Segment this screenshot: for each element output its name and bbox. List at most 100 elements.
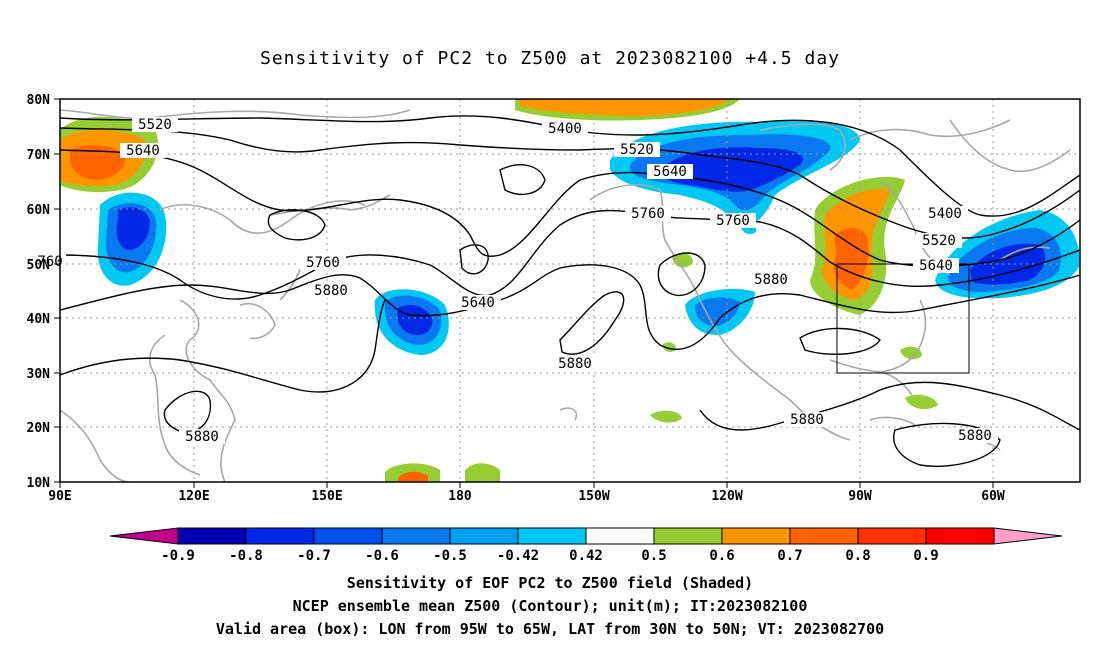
colorbar-label: -0.8 bbox=[229, 548, 263, 564]
shade-positive bbox=[672, 253, 693, 268]
svg-text:5880: 5880 bbox=[958, 428, 992, 444]
lat-label: 60N bbox=[27, 203, 51, 218]
shade-positive bbox=[465, 463, 500, 482]
colorbar-label: -0.9 bbox=[161, 548, 195, 564]
colorbar-label: 0.8 bbox=[845, 548, 870, 564]
colorbar-segment bbox=[721, 527, 791, 545]
colorbar-arrow-high bbox=[993, 527, 1063, 545]
map-frame bbox=[59, 98, 1081, 483]
contour-label: 5880 bbox=[552, 356, 598, 372]
longitude-labels: 90E 120E 150E 180 150W 120W 90W 60W bbox=[48, 489, 1005, 504]
map-title: Sensitivity of PC2 to Z500 at 2023082100… bbox=[259, 48, 840, 69]
colorbar-segment bbox=[789, 527, 859, 545]
caption-shading: Sensitivity of EOF PC2 to Z500 field (Sh… bbox=[346, 574, 754, 592]
shade-negative bbox=[116, 207, 150, 250]
lat-label: 10N bbox=[27, 476, 51, 491]
lon-label: 120E bbox=[178, 489, 209, 504]
shade-positive bbox=[70, 145, 126, 180]
svg-text:5880: 5880 bbox=[314, 283, 348, 299]
colorbar-segment bbox=[585, 527, 655, 545]
graticule bbox=[60, 99, 1080, 482]
lat-label: 30N bbox=[27, 367, 51, 382]
colorbar-segment bbox=[449, 527, 519, 545]
contour-label: 5640 bbox=[120, 143, 166, 159]
svg-text:5520: 5520 bbox=[922, 233, 956, 249]
contour-label: 5760 bbox=[300, 255, 346, 271]
svg-text:5400: 5400 bbox=[548, 121, 582, 137]
colorbar-label: 0.6 bbox=[709, 548, 734, 564]
lon-label: 150W bbox=[578, 489, 609, 504]
lon-label: 90W bbox=[848, 489, 872, 504]
shade-negative bbox=[660, 147, 804, 192]
contour-label: 5880 bbox=[952, 428, 998, 444]
svg-text:5880: 5880 bbox=[790, 412, 824, 428]
contour-label: 5520 bbox=[132, 117, 178, 133]
colorbar-segment bbox=[245, 527, 315, 545]
lat-label: 20N bbox=[27, 421, 51, 436]
svg-text:5880: 5880 bbox=[558, 356, 592, 372]
shade-positive bbox=[398, 471, 428, 482]
contour-label: 5400 bbox=[542, 121, 588, 137]
svg-text:5640: 5640 bbox=[461, 295, 495, 311]
contour-label: 5520 bbox=[916, 233, 962, 249]
shade-positive bbox=[900, 346, 922, 360]
valid-area-box bbox=[836, 263, 970, 374]
lon-label: 60W bbox=[981, 489, 1005, 504]
svg-text:5760: 5760 bbox=[631, 206, 665, 222]
colorbar-segment bbox=[653, 527, 723, 545]
contour-label: 5640 bbox=[647, 164, 693, 180]
svg-text:5400: 5400 bbox=[928, 206, 962, 222]
colorbar-label: 0.5 bbox=[641, 548, 666, 564]
lon-label: 90E bbox=[48, 489, 71, 504]
contour-label: 5880 bbox=[308, 283, 354, 299]
colorbar-label: 0.9 bbox=[913, 548, 938, 564]
caption-valid-area: Valid area (box): LON from 95W to 65W, L… bbox=[215, 620, 885, 638]
contour-label: 5880 bbox=[179, 429, 225, 445]
svg-text:5880: 5880 bbox=[754, 272, 788, 288]
lon-label: 120W bbox=[711, 489, 742, 504]
svg-text:760: 760 bbox=[37, 254, 62, 270]
z500-contours bbox=[60, 115, 1080, 467]
colorbar-segment bbox=[925, 527, 995, 545]
shade-positive bbox=[650, 410, 682, 423]
colorbar-label: 0.7 bbox=[777, 548, 802, 564]
contour-label: 5760 bbox=[710, 213, 756, 229]
lat-label: 40N bbox=[27, 312, 51, 327]
coastlines bbox=[60, 109, 1071, 482]
colorbar-segment bbox=[857, 527, 927, 545]
lat-label: 70N bbox=[27, 148, 51, 163]
lat-label: 80N bbox=[27, 93, 51, 108]
contour-label: 5640 bbox=[455, 295, 501, 311]
svg-text:5760: 5760 bbox=[716, 213, 750, 229]
lat-label: 50N bbox=[27, 258, 51, 273]
contour-label: 5880 bbox=[784, 412, 830, 428]
shade-negative bbox=[397, 305, 433, 336]
axis-ticks bbox=[54, 98, 994, 488]
lon-label: 150E bbox=[311, 489, 342, 504]
latitude-labels: 80N 70N 60N 50N 40N 30N 20N 10N bbox=[27, 93, 51, 491]
contour-label: 5760 bbox=[625, 206, 671, 222]
colorbar-label: -0.6 bbox=[365, 548, 399, 564]
svg-text:5640: 5640 bbox=[126, 143, 160, 159]
svg-text:5520: 5520 bbox=[620, 142, 654, 158]
colorbar-segment bbox=[381, 527, 451, 545]
colorbar-arrow-low bbox=[109, 527, 179, 545]
svg-text:5520: 5520 bbox=[138, 117, 172, 133]
svg-text:5640: 5640 bbox=[919, 258, 953, 274]
colorbar-label: -0.7 bbox=[297, 548, 331, 564]
contour-label-group: 5520 5640 5400 5520 5640 5760 5760 5400 … bbox=[37, 117, 998, 445]
colorbar-segment bbox=[177, 527, 247, 545]
colorbar-segment bbox=[517, 527, 587, 545]
svg-text:5640: 5640 bbox=[653, 164, 687, 180]
shade-negative bbox=[970, 243, 1046, 285]
contour-label: 5640 bbox=[913, 258, 959, 274]
colorbar-label: -0.5 bbox=[433, 548, 467, 564]
contour-label: 5520 bbox=[614, 142, 660, 158]
colorbar: -0.9 -0.8 -0.7 -0.6 -0.5 -0.42 0.42 0.5 0.6 0.7 0.… bbox=[109, 527, 1063, 564]
colorbar-label: 0.42 bbox=[569, 548, 603, 564]
svg-text:5880: 5880 bbox=[185, 429, 219, 445]
lon-label: 180 bbox=[448, 489, 472, 504]
contour-label: 5880 bbox=[748, 272, 794, 288]
colorbar-label: -0.42 bbox=[497, 548, 539, 564]
